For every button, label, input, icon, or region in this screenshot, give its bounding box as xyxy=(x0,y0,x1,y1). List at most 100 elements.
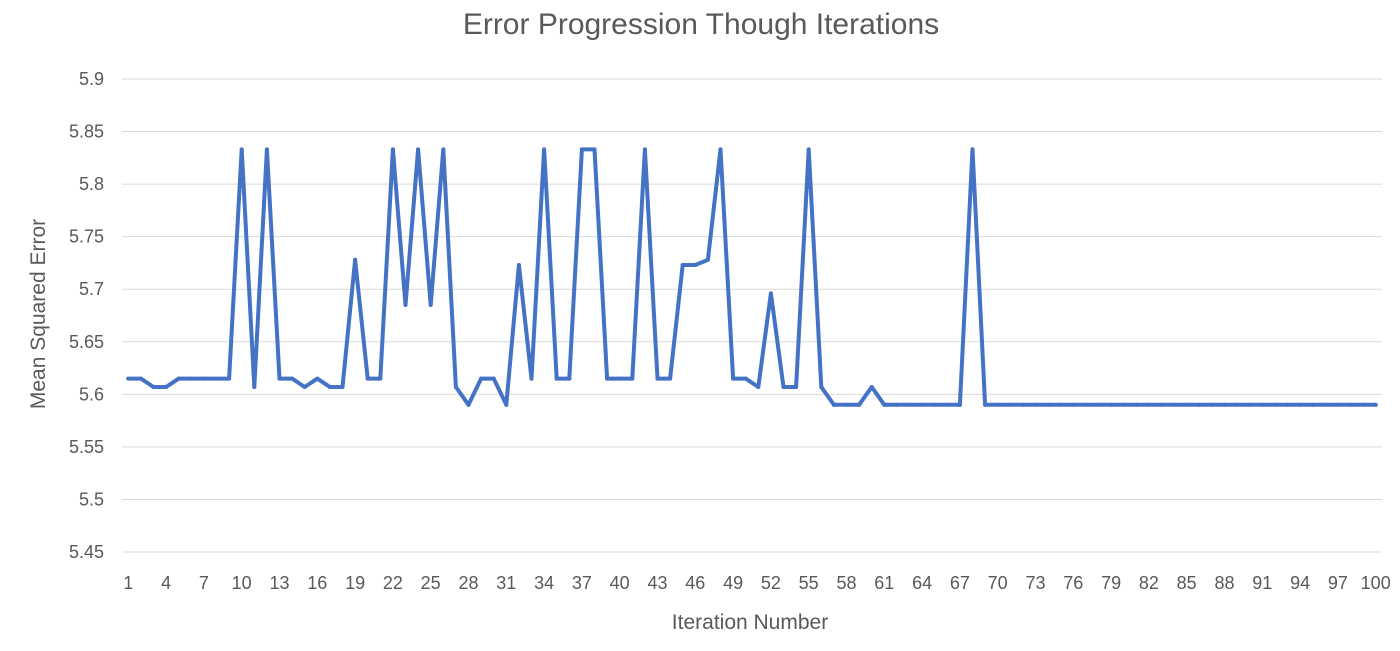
x-tick-label: 94 xyxy=(1290,573,1310,593)
data-point xyxy=(542,147,547,152)
data-point xyxy=(907,402,912,407)
x-axis-ticks: 1 4 7 10 13 16 19 22 25 28 31 34 37 40 43 46 49 52 55 58 61 6… xyxy=(123,573,1390,593)
x-tick-label: 34 xyxy=(534,573,554,593)
data-point xyxy=(416,147,421,152)
data-point xyxy=(1373,402,1378,407)
data-point xyxy=(151,384,156,389)
data-point xyxy=(378,376,383,381)
data-point xyxy=(869,384,874,389)
y-tick-label: 5.75 xyxy=(69,227,104,247)
data-point xyxy=(491,376,496,381)
x-tick-label: 85 xyxy=(1177,573,1197,593)
y-tick-label: 5.5 xyxy=(79,489,104,509)
data-point xyxy=(1033,402,1038,407)
x-tick-label: 67 xyxy=(950,573,970,593)
y-tick-label: 5.7 xyxy=(79,279,104,299)
data-point xyxy=(831,402,836,407)
data-point xyxy=(239,147,244,152)
y-tick-label: 5.9 xyxy=(79,69,104,89)
series-line xyxy=(126,147,1378,407)
data-point xyxy=(655,376,660,381)
data-point xyxy=(1121,402,1126,407)
data-point xyxy=(1109,402,1114,407)
data-point xyxy=(1298,402,1303,407)
data-point xyxy=(365,376,370,381)
x-tick-label: 97 xyxy=(1328,573,1348,593)
data-point xyxy=(945,402,950,407)
data-point xyxy=(214,376,219,381)
data-point xyxy=(1172,402,1177,407)
y-axis-ticks: 5.9 5.85 5.8 5.75 5.7 5.65 5.6 5.55 5.5 5.45 xyxy=(69,69,104,562)
data-point xyxy=(340,384,345,389)
data-point xyxy=(1222,402,1227,407)
y-tick-label: 5.65 xyxy=(69,332,104,352)
data-point xyxy=(1096,402,1101,407)
series-layer xyxy=(126,147,1378,407)
data-point xyxy=(642,147,647,152)
data-point xyxy=(138,376,143,381)
data-point xyxy=(882,402,887,407)
x-tick-label: 70 xyxy=(988,573,1008,593)
y-tick-label: 5.45 xyxy=(69,542,104,562)
data-point xyxy=(315,376,320,381)
data-point xyxy=(970,147,975,152)
x-tick-label: 100 xyxy=(1361,573,1391,593)
gridlines xyxy=(122,78,1382,553)
x-tick-label: 31 xyxy=(496,573,516,593)
x-tick-label: 64 xyxy=(912,573,932,593)
data-point xyxy=(1197,402,1202,407)
data-point xyxy=(1058,402,1063,407)
data-point xyxy=(1008,402,1013,407)
data-point xyxy=(466,402,471,407)
data-point xyxy=(1083,402,1088,407)
data-point xyxy=(227,376,232,381)
data-point xyxy=(302,384,307,389)
data-point xyxy=(1020,402,1025,407)
x-tick-label: 28 xyxy=(458,573,478,593)
x-tick-label: 4 xyxy=(161,573,171,593)
data-point xyxy=(164,384,169,389)
data-point xyxy=(693,263,698,268)
data-point xyxy=(201,376,206,381)
data-point xyxy=(504,402,509,407)
data-point xyxy=(718,147,723,152)
data-point xyxy=(1310,402,1315,407)
x-tick-label: 61 xyxy=(874,573,894,593)
x-tick-label: 7 xyxy=(199,573,209,593)
data-point xyxy=(806,147,811,152)
data-point xyxy=(1285,402,1290,407)
data-point xyxy=(781,384,786,389)
data-point xyxy=(819,384,824,389)
data-point xyxy=(441,147,446,152)
x-tick-label: 88 xyxy=(1214,573,1234,593)
x-axis-title: Iteration Number xyxy=(672,611,828,634)
x-tick-label: 79 xyxy=(1101,573,1121,593)
x-tick-label: 52 xyxy=(761,573,781,593)
data-point xyxy=(264,147,269,152)
x-tick-label: 16 xyxy=(307,573,327,593)
data-point xyxy=(126,376,131,381)
data-point xyxy=(529,376,534,381)
data-point xyxy=(1272,402,1277,407)
data-point xyxy=(516,263,521,268)
x-tick-label: 58 xyxy=(836,573,856,593)
data-point xyxy=(1134,402,1139,407)
y-axis-title: Mean Squared Error xyxy=(27,219,50,409)
chart-title: Error Progression Though Iterations xyxy=(463,8,939,41)
data-point xyxy=(705,257,710,262)
data-point xyxy=(794,384,799,389)
x-tick-label: 55 xyxy=(799,573,819,593)
x-tick-label: 73 xyxy=(1025,573,1045,593)
x-tick-label: 46 xyxy=(685,573,705,593)
data-point xyxy=(592,147,597,152)
y-tick-label: 5.85 xyxy=(69,122,104,142)
data-point xyxy=(668,376,673,381)
data-point xyxy=(189,376,194,381)
data-point xyxy=(479,376,484,381)
data-point xyxy=(1159,402,1164,407)
data-point xyxy=(327,384,332,389)
data-point xyxy=(630,376,635,381)
data-point xyxy=(1348,402,1353,407)
data-point xyxy=(290,376,295,381)
data-point xyxy=(1247,402,1252,407)
